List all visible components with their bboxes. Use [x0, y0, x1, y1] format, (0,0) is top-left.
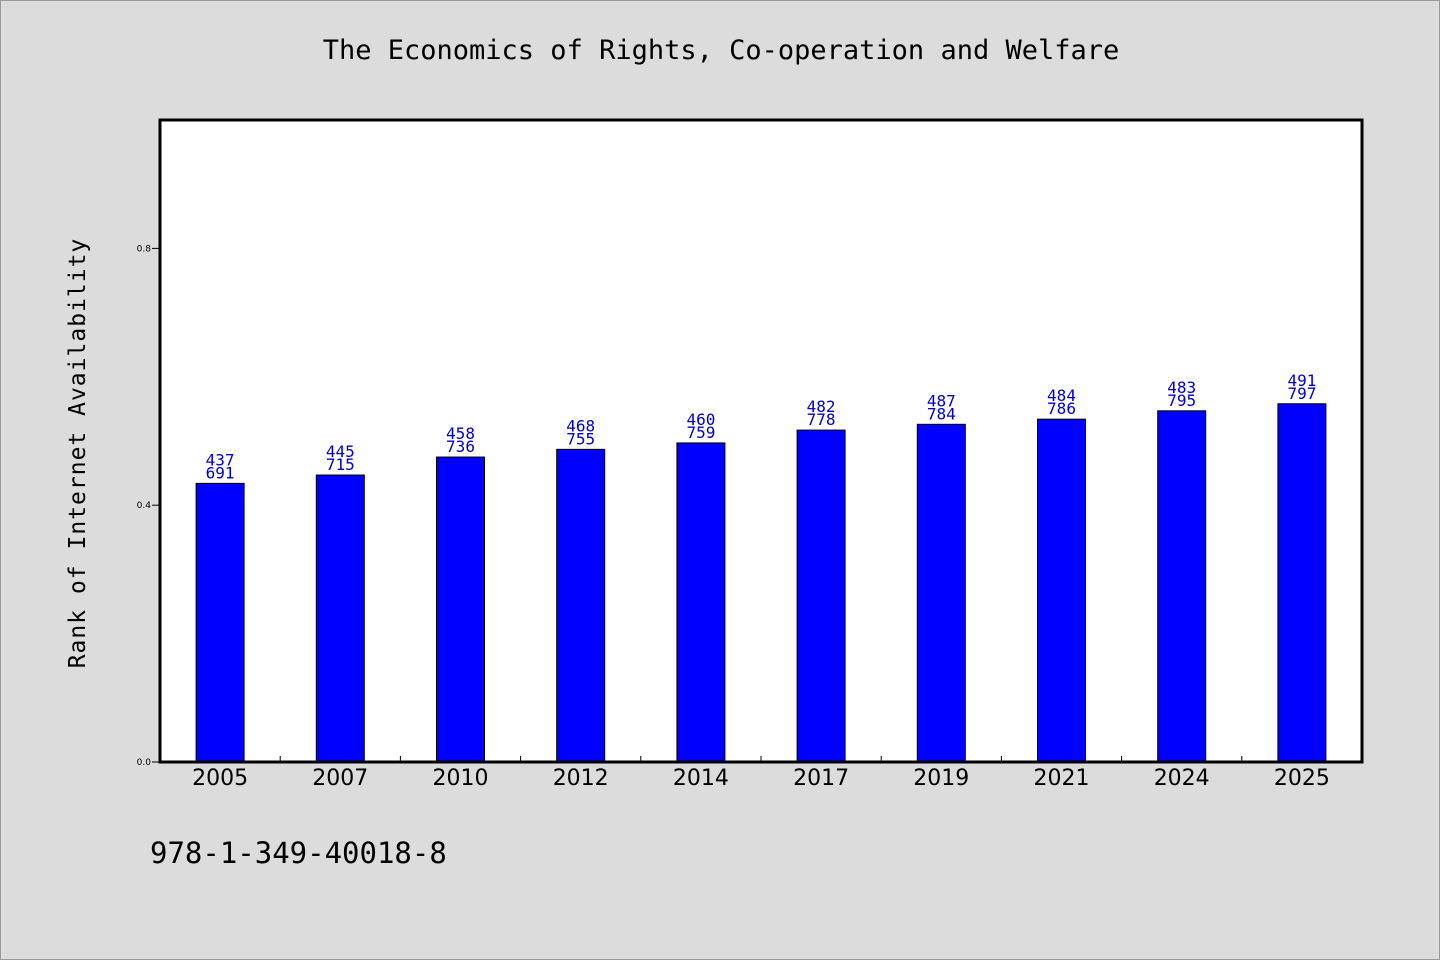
bar	[556, 448, 606, 763]
x-tick-label: 2024	[1154, 766, 1210, 791]
x-tick-label: 2014	[673, 766, 729, 791]
bar-value-label-bottom: 755	[566, 429, 595, 448]
x-tick-label: 2007	[312, 766, 368, 791]
y-tick-label: 0.0	[137, 758, 152, 768]
y-tick-label: 0.8	[137, 244, 152, 254]
footer-code: 978-1-349-40018-8	[150, 836, 447, 870]
bar-value-label-top: 437	[206, 450, 235, 469]
bar-value-label-top: 468	[566, 416, 595, 435]
bar-value-label-top: 445	[326, 442, 355, 461]
bar-value-label-top: 482	[807, 397, 836, 416]
bar	[195, 482, 245, 763]
bar-value-label-bottom: 736	[446, 437, 475, 456]
chart-title: The Economics of Rights, Co-operation an…	[322, 35, 1120, 66]
bar-value-label-top: 484	[1047, 386, 1076, 405]
bar-value-label-top: 491	[1287, 371, 1316, 390]
bar	[1277, 403, 1327, 763]
x-tick-label: 2010	[433, 766, 489, 791]
bar-value-label-top: 458	[446, 424, 475, 443]
bar-value-label-bottom: 784	[927, 404, 956, 423]
bar	[676, 442, 726, 763]
y-tick-label: 0.4	[137, 501, 152, 511]
x-tick-label: 2005	[192, 766, 248, 791]
bar	[1157, 410, 1207, 763]
bar-value-label-bottom: 715	[326, 455, 355, 474]
bar-value-label-bottom: 795	[1167, 391, 1196, 410]
x-tick-label: 2017	[793, 766, 849, 791]
x-tick-label: 2025	[1274, 766, 1330, 791]
bar-value-label-bottom: 778	[807, 410, 836, 429]
bar-value-label-top: 460	[686, 410, 715, 429]
plot-frame	[158, 118, 1364, 764]
bar-value-label-bottom: 759	[686, 423, 715, 442]
bar	[796, 429, 846, 763]
bar-value-label-bottom: 797	[1287, 384, 1316, 403]
bar-value-label-top: 483	[1167, 378, 1196, 397]
bar-value-label-bottom: 786	[1047, 399, 1076, 418]
x-tick-label: 2021	[1034, 766, 1090, 791]
x-tick-label: 2012	[553, 766, 609, 791]
bar	[916, 423, 966, 763]
bar	[1037, 418, 1086, 763]
bar	[315, 474, 365, 763]
bar	[436, 456, 485, 763]
bar-value-label-top: 487	[927, 391, 956, 410]
bar-value-label-bottom: 691	[206, 463, 235, 482]
x-tick-label: 2019	[913, 766, 969, 791]
